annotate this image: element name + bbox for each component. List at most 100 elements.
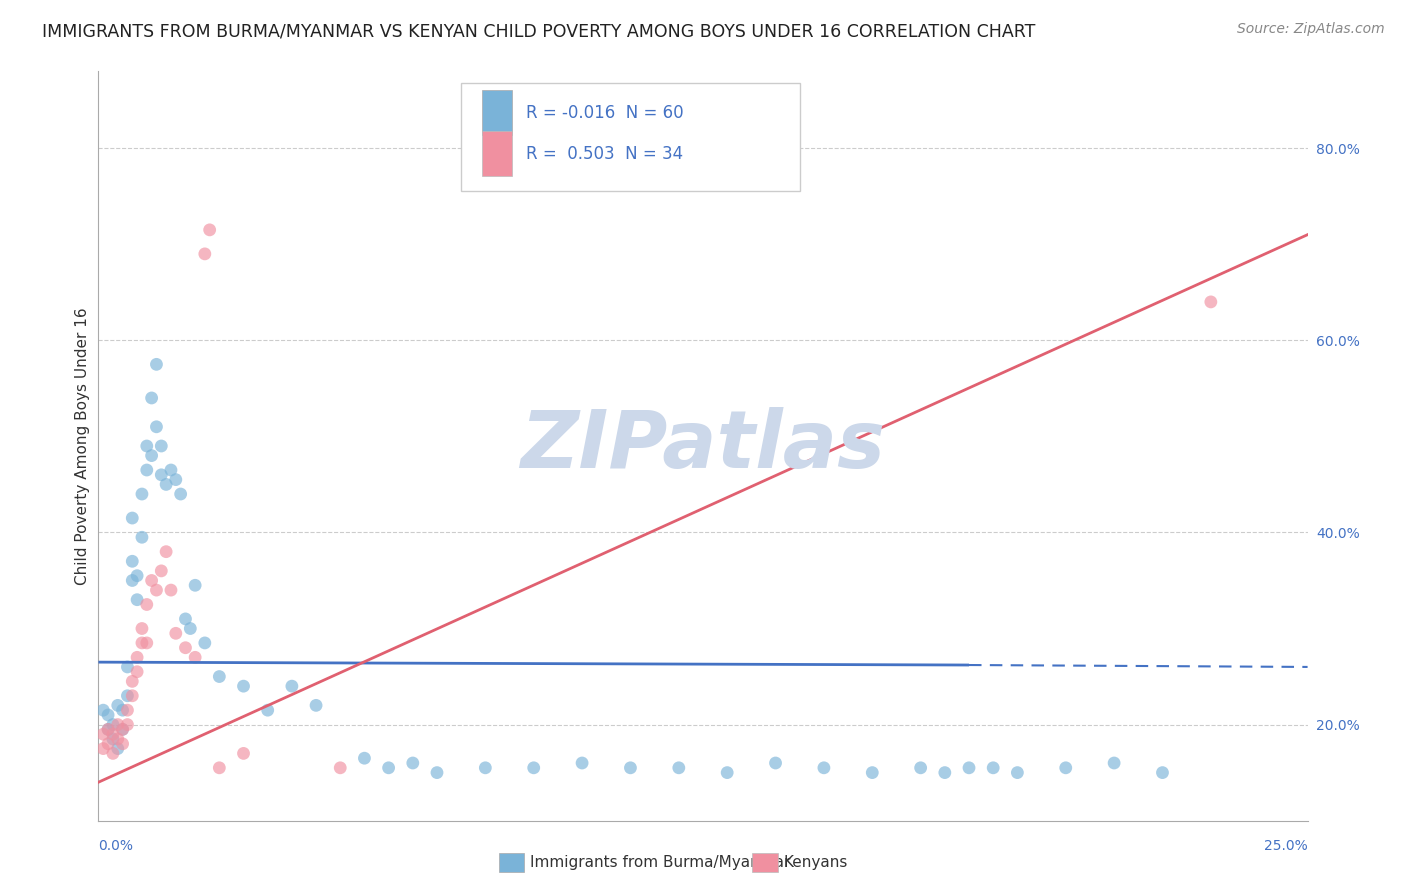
Point	[426, 765, 449, 780]
Point	[135, 636, 157, 650]
Point	[474, 761, 496, 775]
Point	[141, 574, 163, 588]
Point	[127, 650, 149, 665]
Text: ZIPatlas: ZIPatlas	[520, 407, 886, 485]
Point	[813, 761, 835, 775]
Point	[198, 223, 221, 237]
Point	[145, 583, 167, 598]
Point	[117, 717, 139, 731]
Text: Source: ZipAtlas.com: Source: ZipAtlas.com	[1237, 22, 1385, 37]
Text: R = -0.016  N = 60: R = -0.016 N = 60	[526, 103, 685, 121]
Point	[256, 703, 278, 717]
Point	[97, 723, 120, 737]
Point	[232, 747, 254, 761]
Point	[121, 674, 143, 689]
Point	[910, 761, 932, 775]
Point	[160, 463, 183, 477]
Point	[135, 598, 157, 612]
Point	[716, 765, 738, 780]
Text: 0.0%: 0.0%	[98, 839, 134, 854]
Point	[208, 761, 231, 775]
Point	[1054, 761, 1077, 775]
Point	[232, 679, 254, 693]
Point	[101, 717, 124, 731]
Text: IMMIGRANTS FROM BURMA/MYANMAR VS KENYAN CHILD POVERTY AMONG BOYS UNDER 16 CORREL: IMMIGRANTS FROM BURMA/MYANMAR VS KENYAN …	[42, 22, 1036, 40]
Point	[1007, 765, 1029, 780]
Text: R =  0.503  N = 34: R = 0.503 N = 34	[526, 145, 683, 162]
Point	[194, 636, 217, 650]
Point	[121, 574, 143, 588]
Point	[194, 247, 217, 261]
Point	[91, 741, 114, 756]
Point	[145, 419, 167, 434]
Point	[184, 578, 207, 592]
Point	[111, 703, 134, 717]
Point	[619, 761, 641, 775]
Point	[101, 731, 124, 746]
Point	[117, 660, 139, 674]
Point	[131, 487, 153, 501]
Point	[1102, 756, 1125, 770]
Point	[208, 669, 231, 683]
Point	[150, 467, 173, 482]
Point	[121, 554, 143, 568]
Point	[111, 723, 134, 737]
Point	[107, 741, 129, 756]
Point	[179, 622, 201, 636]
FancyBboxPatch shape	[461, 83, 800, 191]
Point	[111, 723, 134, 737]
Point	[117, 703, 139, 717]
Point	[91, 727, 114, 741]
Point	[135, 439, 157, 453]
Point	[111, 737, 134, 751]
Point	[402, 756, 425, 770]
Text: Kenyans: Kenyans	[783, 855, 848, 870]
Point	[107, 731, 129, 746]
Point	[165, 473, 187, 487]
Bar	[482, 90, 512, 135]
Point	[155, 544, 177, 558]
Point	[160, 583, 183, 598]
Point	[377, 761, 399, 775]
Point	[145, 357, 167, 371]
Point	[97, 737, 120, 751]
Point	[127, 665, 149, 679]
Y-axis label: Child Poverty Among Boys Under 16: Child Poverty Among Boys Under 16	[75, 307, 90, 585]
Point	[668, 761, 690, 775]
Point	[121, 689, 143, 703]
Point	[1199, 294, 1222, 309]
Point	[353, 751, 375, 765]
Point	[174, 612, 197, 626]
Point	[305, 698, 328, 713]
Point	[571, 756, 593, 770]
Point	[765, 756, 787, 770]
Point	[169, 487, 191, 501]
Point	[860, 765, 883, 780]
Point	[135, 463, 157, 477]
Point	[957, 761, 980, 775]
Point	[165, 626, 187, 640]
Point	[150, 439, 173, 453]
Point	[107, 717, 129, 731]
Point	[101, 727, 124, 741]
Point	[101, 747, 124, 761]
Point	[981, 761, 1004, 775]
Point	[141, 391, 163, 405]
Point	[97, 723, 120, 737]
Point	[155, 477, 177, 491]
Point	[281, 679, 304, 693]
Point	[131, 636, 153, 650]
Point	[131, 622, 153, 636]
Point	[523, 761, 546, 775]
Point	[934, 765, 956, 780]
Point	[131, 530, 153, 544]
Point	[97, 708, 120, 723]
Point	[127, 568, 149, 582]
Point	[174, 640, 197, 655]
Point	[127, 592, 149, 607]
Point	[117, 689, 139, 703]
Bar	[482, 131, 512, 177]
Text: 25.0%: 25.0%	[1264, 839, 1308, 854]
Point	[184, 650, 207, 665]
Point	[329, 761, 352, 775]
